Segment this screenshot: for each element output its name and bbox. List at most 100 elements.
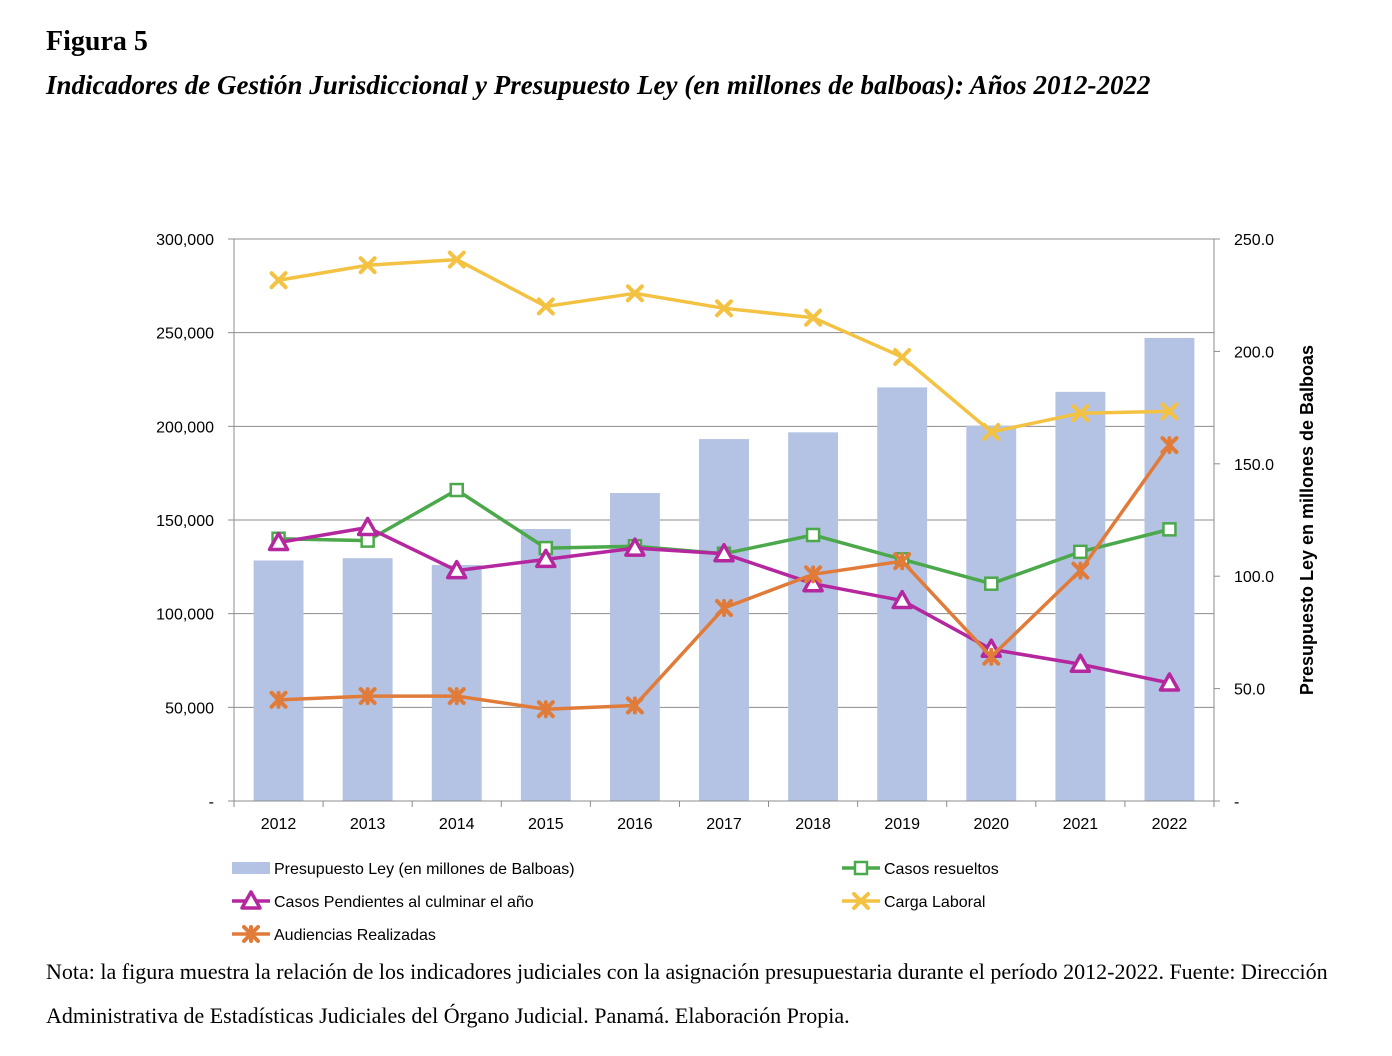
point-carga-laboral-2019 [893, 348, 912, 367]
bar-2022 [1144, 337, 1195, 801]
star-marker [804, 565, 823, 584]
point-casos-pendientes-al-culminar-el-a-o-2015 [535, 548, 557, 569]
star-marker [982, 647, 1001, 666]
triangle-marker [356, 516, 379, 537]
bar-2012 [253, 560, 304, 801]
square-marker [360, 533, 375, 548]
x-marker [447, 250, 466, 269]
triangle-marker [445, 559, 468, 580]
right-axis-title: Presupuesto Ley en millones de Balboas [1297, 345, 1317, 695]
legend-item: Casos resueltos [842, 860, 999, 878]
point-carga-laboral-2022 [1160, 402, 1179, 421]
legend-label: Carga Laboral [884, 894, 985, 911]
point-casos-pendientes-al-culminar-el-a-o-2016 [624, 537, 646, 557]
bar-series [253, 337, 1195, 801]
point-carga-laboral-2021 [1071, 404, 1090, 423]
point-casos-pendientes-al-culminar-el-a-o-2013 [356, 516, 379, 537]
legend-swatch-marker [853, 860, 869, 876]
x-tick-label: 2018 [795, 816, 831, 833]
triangle-marker [535, 548, 557, 569]
square-marker [853, 860, 869, 876]
point-audiencias-realizadas-2014 [447, 687, 466, 706]
point-audiencias-realizadas-2017 [715, 599, 733, 618]
legend-item: Presupuesto Ley (en millones de Balboas) [232, 861, 575, 878]
point-casos-resueltos-2018 [805, 527, 821, 543]
x-marker [1160, 402, 1179, 421]
point-carga-laboral-2013 [358, 256, 377, 275]
x-tick-label: 2016 [617, 816, 653, 833]
square-marker [1073, 544, 1088, 560]
x-marker [852, 892, 870, 910]
point-casos-resueltos-2021 [1073, 544, 1088, 560]
x-marker [804, 308, 823, 327]
line-carga-laboral [278, 257, 1170, 434]
line-series [267, 250, 1181, 719]
point-casos-resueltos-2020 [984, 576, 999, 591]
left-tick-label: 50,000 [165, 700, 214, 717]
point-casos-pendientes-al-culminar-el-a-o-2021 [1069, 653, 1092, 673]
triangle-marker [240, 890, 262, 910]
bar-2018 [788, 432, 839, 801]
point-casos-resueltos-2014 [449, 482, 464, 498]
x-marker [358, 256, 377, 275]
point-audiencias-realizadas-2016 [625, 696, 644, 715]
x-tick-label: 2022 [1152, 816, 1188, 833]
figure-label: Figura 5 [46, 26, 148, 57]
x-marker [625, 284, 644, 303]
bar-2017 [699, 439, 749, 801]
point-audiencias-realizadas-2020 [982, 647, 1001, 666]
triangle-marker [891, 589, 913, 610]
figure-title: Indicadores de Gestión Jurisdiccional y … [46, 70, 1151, 100]
point-carga-laboral-2014 [447, 250, 466, 269]
right-tick-label: 50.0 [1234, 682, 1265, 699]
point-casos-pendientes-al-culminar-el-a-o-2012 [267, 531, 290, 552]
x-marker [1071, 404, 1090, 423]
star-marker [242, 925, 260, 943]
triangle-marker [624, 537, 646, 557]
x-marker [536, 297, 555, 316]
x-tick-label: 2012 [261, 816, 297, 833]
right-tick-label: 250.0 [1234, 232, 1274, 249]
bar-2013 [342, 558, 393, 801]
point-casos-pendientes-al-culminar-el-a-o-2022 [1158, 672, 1181, 692]
square-marker [449, 482, 464, 498]
star-marker [358, 687, 377, 706]
x-tick-label: 2019 [884, 816, 920, 833]
star-marker [269, 690, 288, 709]
point-casos-pendientes-al-culminar-el-a-o-2019 [891, 589, 913, 610]
x-marker [715, 299, 733, 318]
point-audiencias-realizadas-2012 [269, 690, 288, 709]
point-carga-laboral-2016 [625, 284, 644, 303]
x-marker [269, 271, 288, 290]
right-tick-label: 200.0 [1234, 344, 1274, 361]
point-audiencias-realizadas-2019 [893, 552, 912, 571]
point-audiencias-realizadas-2021 [1071, 561, 1090, 580]
left-tick-label: 250,000 [156, 326, 214, 343]
star-marker [1071, 561, 1090, 580]
star-marker [715, 599, 733, 618]
point-casos-pendientes-al-culminar-el-a-o-2017 [713, 542, 735, 563]
star-marker [1160, 436, 1179, 455]
point-casos-pendientes-al-culminar-el-a-o-2014 [445, 559, 468, 580]
point-casos-resueltos-2013 [360, 533, 375, 548]
square-marker [984, 576, 999, 591]
star-marker [625, 696, 644, 715]
triangle-marker [1158, 672, 1181, 692]
point-audiencias-realizadas-2018 [804, 565, 823, 584]
legend-label: Casos Pendientes al culminar el año [274, 894, 534, 911]
left-tick-label: 200,000 [156, 419, 214, 436]
legend-item: Carga Laboral [842, 892, 985, 911]
legend-label: Audiencias Realizadas [274, 927, 436, 944]
square-marker [1162, 522, 1177, 537]
point-audiencias-realizadas-2015 [536, 700, 555, 719]
bar-2021 [1055, 391, 1106, 801]
legend-label: Presupuesto Ley (en millones de Balboas) [274, 861, 575, 878]
x-tick-label: 2021 [1063, 816, 1099, 833]
right-tick-label: - [1234, 794, 1239, 811]
legend-swatch-marker [242, 925, 260, 943]
point-carga-laboral-2017 [715, 299, 733, 318]
x-tick-label: 2015 [528, 816, 564, 833]
point-carga-laboral-2018 [804, 308, 823, 327]
left-tick-label: 150,000 [156, 513, 214, 530]
